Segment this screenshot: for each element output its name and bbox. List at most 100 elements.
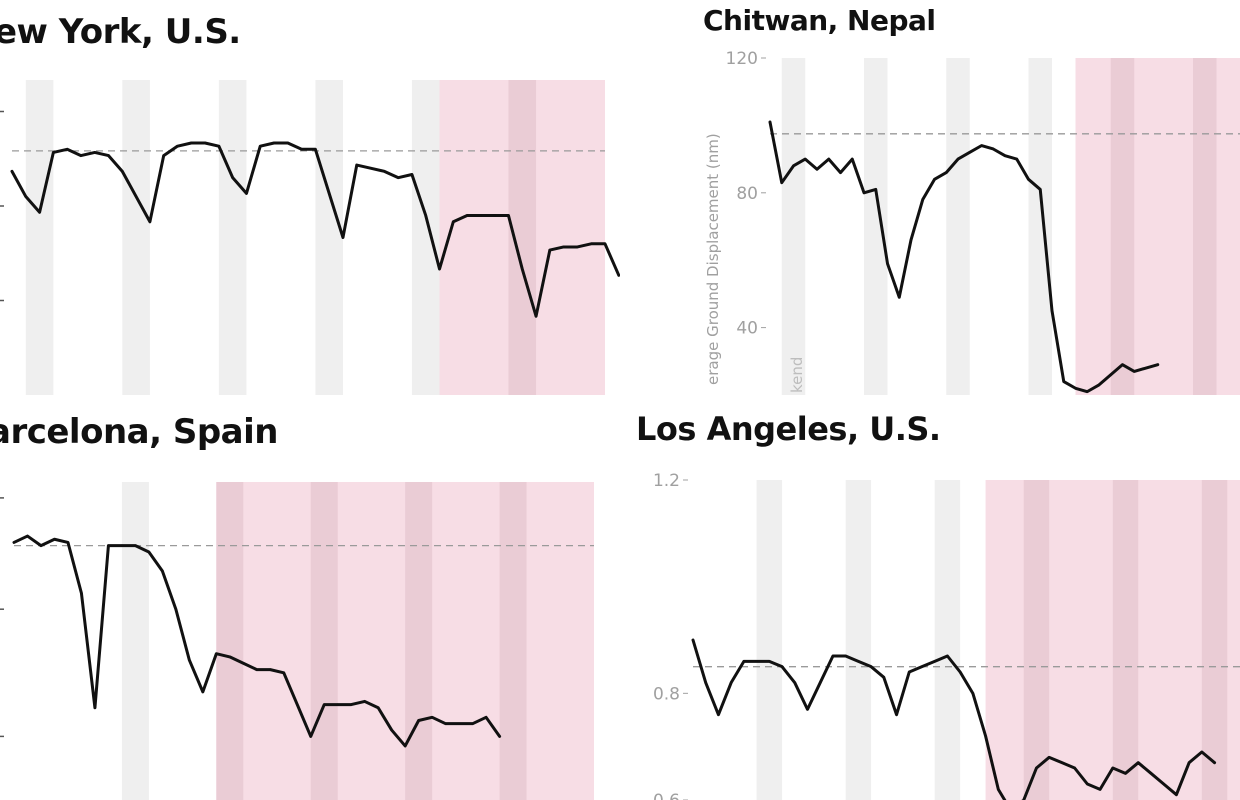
weekend-band: [934, 480, 961, 800]
data-point: [201, 690, 205, 694]
data-point: [107, 544, 110, 547]
data-point: [286, 141, 290, 145]
data-point: [886, 262, 889, 265]
data-point: [992, 147, 995, 151]
data-point: [242, 662, 245, 665]
data-point: [341, 236, 345, 239]
weekend-band: [1028, 58, 1052, 395]
data-point: [827, 157, 830, 161]
data-point: [898, 296, 901, 299]
weekend-band: [756, 480, 783, 800]
data-point: [376, 706, 380, 709]
data-point: [857, 660, 860, 663]
data-point: [980, 144, 983, 147]
weekend-band: [781, 58, 806, 395]
data-point: [215, 652, 218, 655]
weekend-band: [218, 80, 247, 395]
data-point: [1003, 154, 1007, 157]
data-point: [350, 703, 353, 706]
data-point: [272, 141, 276, 145]
data-point: [839, 171, 842, 174]
chart-title-los-angeles: Los Angeles, U.S.: [636, 410, 941, 448]
data-point: [1086, 390, 1089, 393]
data-point: [327, 192, 331, 195]
data-point: [403, 744, 407, 748]
weekend-band: [121, 482, 149, 800]
data-point: [1111, 766, 1114, 770]
y-tick-label: 120: [726, 49, 758, 69]
chart-chitwan: 40 80 120 erage Ground Displacement (nm) ken…: [704, 49, 1240, 395]
weekend-band: [122, 80, 150, 395]
data-point: [134, 544, 137, 547]
data-point: [203, 141, 207, 145]
data-point: [296, 703, 299, 706]
data-point: [148, 220, 152, 223]
data-point: [282, 671, 285, 674]
data-point: [617, 274, 620, 277]
data-point: [908, 670, 911, 674]
data-point: [390, 728, 393, 732]
data-point: [1200, 750, 1204, 754]
data-point: [217, 144, 221, 148]
weekend-band: [310, 482, 338, 800]
data-point: [1124, 772, 1127, 775]
data-point: [548, 248, 552, 252]
data-point: [869, 665, 873, 668]
data-point: [93, 151, 96, 154]
data-point: [452, 220, 455, 223]
weekend-band: [405, 482, 433, 800]
data-point: [1156, 363, 1159, 366]
series-line: [768, 120, 1160, 394]
data-point: [309, 735, 312, 738]
data-point: [396, 176, 400, 179]
data-point: [804, 157, 807, 161]
data-point: [562, 245, 565, 249]
data-point: [984, 734, 987, 738]
data-point: [1039, 188, 1042, 191]
data-point: [1035, 766, 1038, 770]
data-point: [383, 170, 386, 173]
data-point: [780, 181, 783, 184]
data-point: [498, 735, 501, 738]
data-point: [39, 544, 43, 547]
y-tick-label: 0.8: [653, 684, 680, 704]
data-point: [862, 191, 866, 194]
data-point: [259, 144, 262, 148]
data-point: [1073, 766, 1076, 770]
data-point: [484, 716, 488, 719]
data-point: [38, 211, 41, 214]
chart-barcelona: [0, 482, 595, 800]
y-tick-label: 80: [736, 184, 758, 204]
data-point: [162, 154, 165, 157]
data-point: [323, 703, 326, 706]
weekend-band: [946, 58, 970, 395]
data-point: [909, 238, 913, 242]
data-point: [1213, 761, 1216, 764]
y-tick-label: 1.2: [653, 471, 680, 491]
data-point: [1121, 363, 1124, 366]
weekend-band: [1201, 480, 1228, 800]
series-line: [691, 638, 1217, 800]
data-point: [831, 654, 835, 658]
data-point: [933, 178, 936, 181]
weekend-band: [1193, 58, 1217, 395]
data-point: [228, 655, 232, 659]
data-point: [768, 120, 772, 124]
data-point: [815, 168, 819, 171]
chart-new-york: [0, 80, 620, 395]
data-point: [1098, 788, 1102, 791]
data-point: [933, 660, 936, 663]
data-point: [188, 658, 191, 662]
data-point: [10, 170, 14, 173]
data-point: [493, 214, 496, 217]
data-point: [161, 569, 164, 573]
weekend-band: [499, 482, 527, 800]
data-point: [457, 722, 461, 725]
data-point: [792, 164, 795, 168]
data-point: [79, 154, 83, 157]
data-point: [336, 703, 339, 706]
data-point: [107, 154, 110, 157]
data-point: [176, 144, 179, 148]
data-point: [793, 681, 796, 684]
y-tick-label: 40: [736, 319, 758, 339]
